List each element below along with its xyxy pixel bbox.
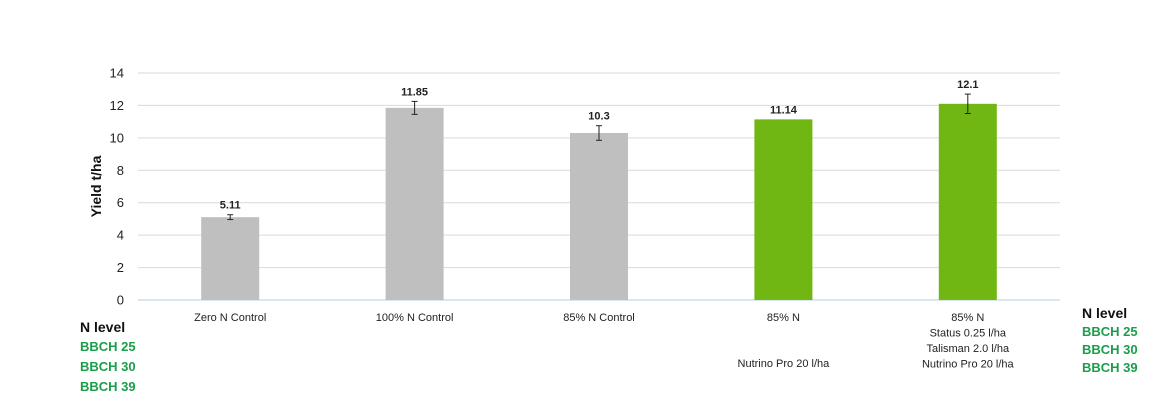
legend-left-title: N level: [80, 319, 126, 335]
legend-right-title: N level: [1082, 305, 1128, 321]
bar-4: [754, 119, 813, 300]
bar-1: [201, 217, 260, 300]
x-tick-label-1-line-1: Zero N Control: [194, 312, 266, 324]
y-tick-label-12: 12: [110, 98, 124, 113]
y-tick-label-2: 2: [117, 260, 124, 275]
bar-5: [938, 103, 997, 300]
n-level-legend-right: N level BBCH 25 BBCH 30 BBCH 39: [1082, 303, 1138, 377]
x-tick-label-3-line-1: 85% N Control: [563, 312, 635, 324]
x-tick-label-5-line-2: Status 0.25 l/ha: [930, 328, 1007, 340]
x-tick-label-4-line-1: 85% N: [767, 312, 800, 324]
y-tick-label-10: 10: [110, 130, 124, 145]
y-tick-label-0: 0: [117, 293, 124, 308]
legend-left-stage-bbch25: BBCH 25: [80, 339, 136, 354]
n-level-legend-left: N level BBCH 25 BBCH 30 BBCH 39: [80, 317, 136, 397]
legend-left-stage-bbch39: BBCH 39: [80, 379, 136, 394]
legend-right-stage-bbch39: BBCH 39: [1082, 360, 1138, 375]
bar-2: [385, 107, 444, 300]
data-label-3: 10.3: [588, 111, 609, 123]
data-label-2: 11.85: [401, 86, 428, 98]
legend-right-stage-bbch30: BBCH 30: [1082, 342, 1138, 357]
data-label-4: 11.14: [770, 104, 798, 116]
x-tick-label-5-line-4: Nutrino Pro 20 l/ha: [922, 359, 1015, 371]
x-tick-label-5-line-3: Talisman 2.0 l/ha: [927, 343, 1010, 355]
y-tick-label-4: 4: [117, 228, 124, 243]
legend-left-stage-bbch30: BBCH 30: [80, 359, 136, 374]
x-tick-note-4: Nutrino Pro 20 l/ha: [738, 358, 831, 370]
y-tick-label-6: 6: [117, 195, 124, 210]
data-label-5: 12.1: [957, 79, 978, 91]
y-axis-title: Yield t/ha: [88, 155, 104, 217]
y-tick-label-14: 14: [110, 66, 124, 81]
legend-right-stage-bbch25: BBCH 25: [1082, 324, 1138, 339]
y-tick-label-8: 8: [117, 163, 124, 178]
data-label-1: 5.11: [220, 200, 241, 212]
bar-3: [570, 132, 628, 300]
x-tick-label-2-line-1: 100% N Control: [376, 312, 454, 324]
x-tick-label-5-line-1: 85% N: [951, 312, 984, 324]
